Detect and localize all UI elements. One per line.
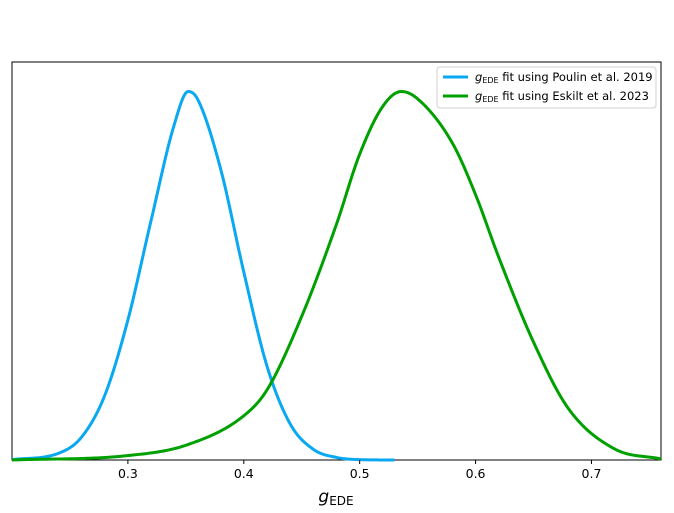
- series-line-0: [11, 90, 395, 462]
- legend: gEDE fit using Poulin et al. 2019 gEDE f…: [436, 66, 657, 109]
- legend-label-eskilt-main: g: [475, 89, 482, 103]
- curves-group: [11, 89, 662, 462]
- legend-label-eskilt-sub: EDE: [482, 95, 498, 104]
- x-axis-label: gEDE: [318, 487, 353, 508]
- legend-label-poulin-text: fit using Poulin et al. 2019: [499, 70, 653, 84]
- x-tick-label: 0.4: [234, 466, 254, 481]
- plot-area: [11, 61, 662, 461]
- legend-box: [436, 66, 657, 109]
- x-axis-label-sub: EDE: [329, 494, 353, 508]
- legend-label-poulin-sub: EDE: [482, 76, 498, 85]
- legend-label-eskilt-text: fit using Eskilt et al. 2023: [499, 89, 649, 103]
- x-axis-ticks: 0.3 0.4 0.5 0.6 0.7: [118, 460, 601, 481]
- legend-label-poulin: gEDE fit using Poulin et al. 2019: [475, 70, 653, 85]
- x-tick-label: 0.5: [350, 466, 370, 481]
- series-line-1: [11, 89, 662, 462]
- x-tick-label: 0.3: [118, 466, 138, 481]
- x-axis-label-main: g: [318, 487, 329, 507]
- x-tick-label: 0.6: [466, 466, 486, 481]
- x-tick-label: 0.7: [582, 466, 602, 481]
- legend-label-poulin-main: g: [475, 70, 482, 84]
- legend-label-eskilt: gEDE fit using Eskilt et al. 2023: [475, 89, 649, 104]
